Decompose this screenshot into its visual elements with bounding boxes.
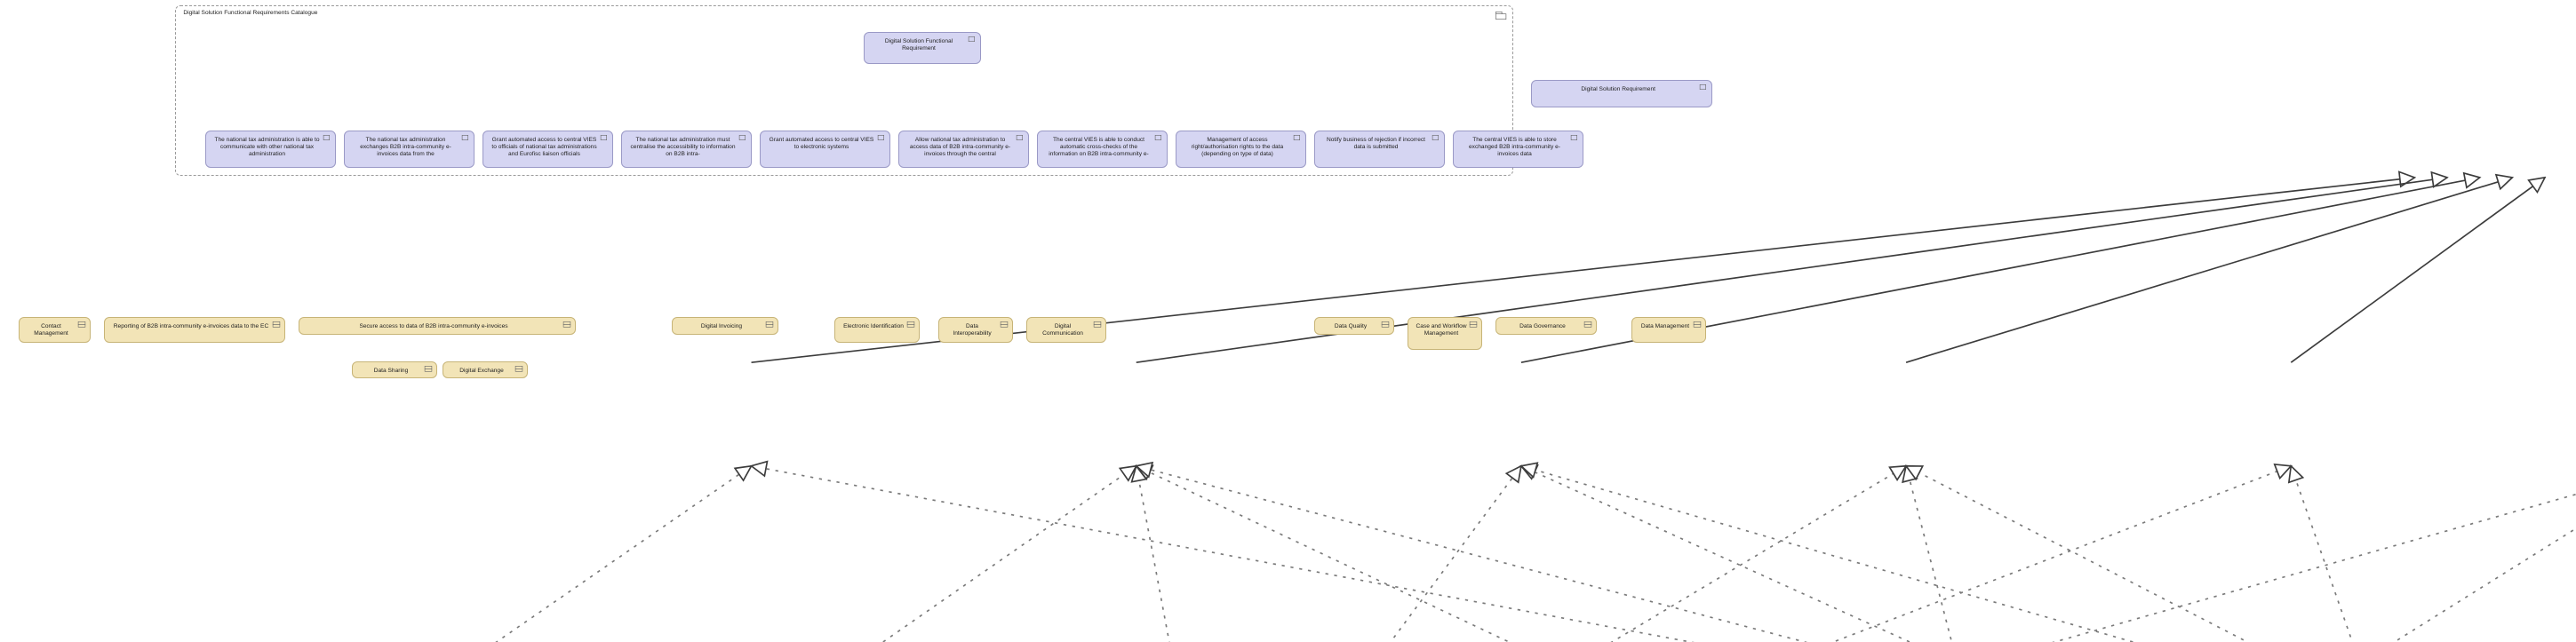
c_dexch-label: Digital Exchange: [459, 368, 503, 374]
r1: The national tax administration is able …: [205, 131, 336, 168]
r4: The national tax administration must cen…: [621, 131, 752, 168]
r8: Management of access right/authorisation…: [1176, 131, 1306, 168]
requirement-icon: [323, 135, 330, 140]
c_dgov: Data Governance: [1495, 317, 1597, 335]
capability-grid-icon: [78, 321, 84, 327]
c_dmgmt: Data Management: [1631, 317, 1706, 343]
r2: The national tax administration exchange…: [344, 131, 475, 168]
c_dinv-label: Digital Invoicing: [701, 323, 742, 329]
requirement-icon: [1432, 135, 1439, 140]
c_dq: Data Quality: [1314, 317, 1394, 335]
capability-grid-icon: [563, 321, 570, 327]
r9: Notify business of rejection if incorrec…: [1314, 131, 1445, 168]
catalogue-folder-label: Digital Solution Functional Requirements…: [183, 10, 317, 16]
capability-grid-icon: [1470, 321, 1476, 327]
folder-icon: [1496, 12, 1506, 19]
c_dmgmt-label: Data Management: [1641, 323, 1689, 329]
requirement-icon: [739, 135, 746, 140]
requirement-icon: [1700, 84, 1706, 90]
external_req-label: Digital Solution Requirement: [1581, 86, 1655, 92]
capability-grid-icon: [1584, 321, 1591, 327]
requirement-icon: [1294, 135, 1300, 140]
c_dq-label: Data Quality: [1335, 323, 1367, 329]
c_dcomm: Digital Communication: [1026, 317, 1106, 343]
requirement-icon: [878, 135, 884, 140]
c_dcomm-label: Digital Communication: [1042, 323, 1083, 337]
r3-label: Grant automated access to central VIES t…: [491, 137, 596, 157]
capability-grid-icon: [907, 321, 913, 327]
c_eid: Electronic Identification: [834, 317, 920, 343]
r3: Grant automated access to central VIES t…: [483, 131, 613, 168]
r2-label: The national tax administration exchange…: [360, 137, 451, 157]
c_contact: Contact Management: [19, 317, 91, 343]
r5-label: Grant automated access to central VIES t…: [770, 137, 874, 150]
c_eid-label: Electronic Identification: [843, 323, 904, 329]
requirement-icon: [1155, 135, 1161, 140]
capability-grid-icon: [1001, 321, 1007, 327]
r5: Grant automated access to central VIES t…: [760, 131, 890, 168]
capability-grid-icon: [273, 321, 279, 327]
requirement-icon: [601, 135, 607, 140]
r1-label: The national tax administration is able …: [214, 137, 319, 157]
capability-grid-icon: [766, 321, 772, 327]
capability-grid-icon: [515, 366, 522, 371]
top_req-label: Digital Solution Functional Requirement: [885, 38, 953, 52]
c_dshare: Data Sharing: [352, 361, 437, 378]
r4-label: The national tax administration must cen…: [630, 137, 735, 157]
capability-grid-icon: [1094, 321, 1100, 327]
c_case: Case and Workflow Management: [1408, 317, 1482, 350]
c_dgov-label: Data Governance: [1519, 323, 1566, 329]
c_dinv: Digital Invoicing: [672, 317, 778, 335]
r10-label: The central VIES is able to store exchan…: [1469, 137, 1560, 157]
c_report: Reporting of B2B intra-community e-invoi…: [104, 317, 285, 343]
requirement-icon: [462, 135, 468, 140]
c_dshare-label: Data Sharing: [374, 368, 409, 374]
canvas: Digital Solution Functional Requirements…: [0, 0, 2576, 642]
capability-grid-icon: [1694, 321, 1700, 327]
c_contact-label: Contact Management: [34, 323, 68, 337]
c_secure: Secure access to data of B2B intra-commu…: [299, 317, 576, 335]
r9-label: Notify business of rejection if incorrec…: [1327, 137, 1425, 150]
requirement-icon: [1017, 135, 1023, 140]
c_report-label: Reporting of B2B intra-community e-invoi…: [114, 323, 268, 329]
c_dinterop-label: Data Interoperability: [953, 323, 991, 337]
r6-label: Allow national tax administration to acc…: [910, 137, 1010, 157]
c_dinterop: Data Interoperability: [938, 317, 1013, 343]
r7-label: The central VIES is able to conduct auto…: [1049, 137, 1149, 157]
c_dexch: Digital Exchange: [443, 361, 528, 378]
r7: The central VIES is able to conduct auto…: [1037, 131, 1168, 168]
r8-label: Management of access right/authorisation…: [1192, 137, 1283, 157]
requirement-icon: [1571, 135, 1577, 140]
capability-grid-icon: [1382, 321, 1388, 327]
top_req: Digital Solution Functional Requirement: [864, 32, 981, 64]
external_req: Digital Solution Requirement: [1531, 80, 1712, 107]
r10: The central VIES is able to store exchan…: [1453, 131, 1583, 168]
c_case-label: Case and Workflow Management: [1416, 323, 1466, 337]
requirement-icon: [969, 36, 975, 42]
capability-grid-icon: [425, 366, 431, 371]
c_secure-label: Secure access to data of B2B intra-commu…: [359, 323, 507, 329]
r6: Allow national tax administration to acc…: [898, 131, 1029, 168]
